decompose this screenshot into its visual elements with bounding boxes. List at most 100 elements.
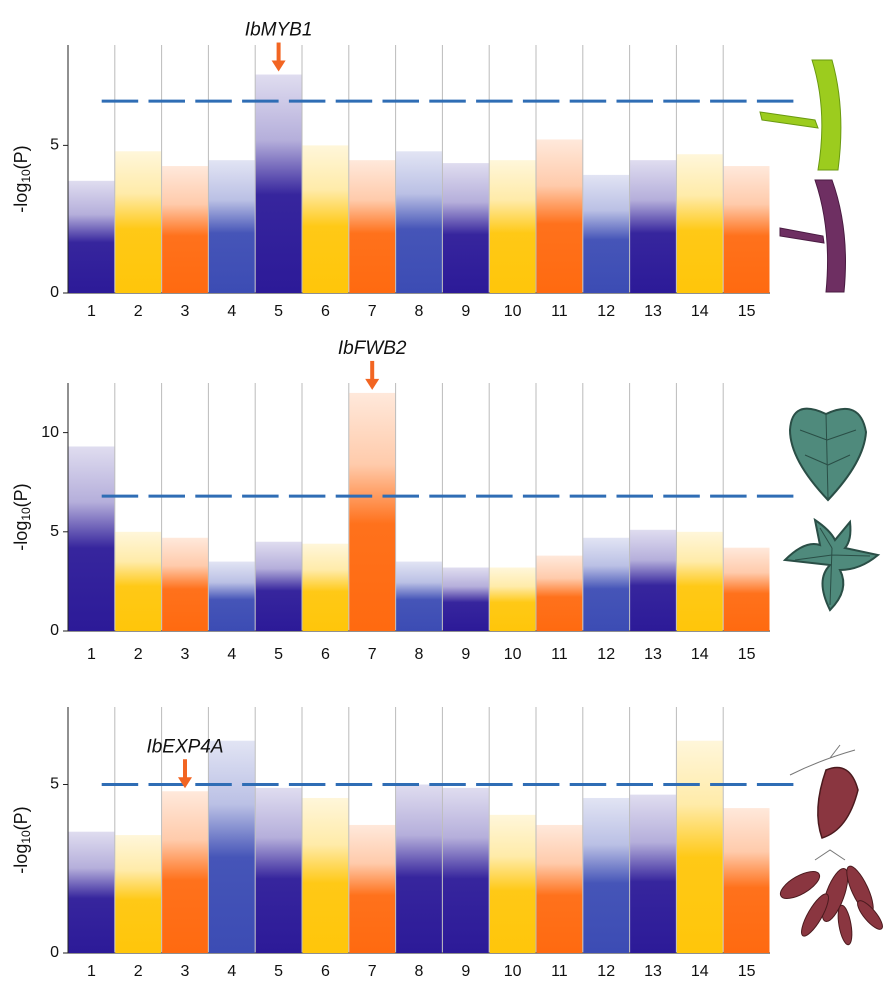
y-tick-label: 5	[50, 523, 59, 540]
chromosome-signal	[162, 537, 208, 631]
chromosome-signal	[255, 787, 302, 953]
x-tick-label: 2	[134, 963, 143, 980]
x-tick-label: 2	[134, 646, 143, 663]
y-label-part: 10	[19, 830, 33, 844]
stem-purple	[779, 179, 846, 293]
x-tick-label: 11	[551, 963, 568, 980]
chromosome-signal	[489, 567, 536, 631]
chromosome-signal	[630, 160, 676, 293]
annotation-arrow-head	[271, 60, 286, 72]
x-tick-label: 10	[504, 963, 522, 980]
chromosome-signal	[536, 139, 583, 293]
y-label-part: -log	[11, 844, 31, 874]
chromosome-signal	[208, 160, 255, 293]
y-axis-label: -log10(P)	[11, 145, 33, 212]
chromosome-signal	[115, 531, 162, 631]
x-tick-label: 15	[738, 303, 756, 320]
x-tick-label: 6	[321, 303, 330, 320]
y-axis-label: -log10(P)	[11, 483, 33, 550]
y-tick-label: 5	[50, 137, 59, 154]
x-tick-label: 9	[461, 303, 470, 320]
y-label-part: (P)	[11, 483, 31, 507]
chromosome-signal	[208, 740, 255, 953]
y-label-part: (P)	[11, 806, 31, 830]
x-tick-label: 13	[644, 963, 662, 980]
chromosome-signal	[115, 835, 162, 953]
y-axis-label: -log10(P)	[11, 806, 33, 873]
chromosome-signal	[302, 797, 349, 953]
chromosome-signal	[162, 791, 208, 953]
annotation-arrow-head	[365, 378, 380, 390]
leaf-heart	[788, 407, 868, 502]
chromosome-signal	[676, 154, 723, 293]
y-label-part: 10	[19, 169, 33, 183]
chromosome-signal	[442, 787, 489, 953]
chromosome-signal	[583, 537, 630, 631]
x-tick-label: 8	[415, 646, 424, 663]
x-tick-label: 5	[274, 963, 283, 980]
x-tick-label: 4	[227, 963, 236, 980]
y-label-part: -log	[11, 183, 31, 213]
y-tick-label: 0	[50, 944, 59, 961]
chromosome-signal	[208, 561, 255, 631]
x-tick-label: 12	[597, 303, 615, 320]
chromosome-signal	[536, 824, 583, 953]
x-tick-label: 1	[87, 303, 96, 320]
x-tick-label: 13	[644, 646, 662, 663]
chromosome-signal	[676, 531, 723, 631]
chromosome-signal	[68, 831, 115, 953]
chromosome-signal	[583, 797, 630, 953]
chromosome-signal	[396, 151, 442, 293]
x-tick-label: 12	[597, 963, 615, 980]
annotation-label: IbMYB1	[245, 20, 313, 41]
x-tick-label: 7	[368, 303, 377, 320]
x-tick-label: 2	[134, 303, 143, 320]
x-tick-label: 5	[274, 303, 283, 320]
chromosome-signal	[489, 160, 536, 293]
x-tick-label: 4	[227, 646, 236, 663]
y-tick-label: 0	[50, 622, 59, 639]
chromosome-signal	[723, 808, 770, 953]
x-tick-label: 8	[415, 963, 424, 980]
x-tick-label: 5	[274, 646, 283, 663]
x-tick-label: 14	[691, 646, 709, 663]
root-single	[789, 744, 859, 839]
chromosome-signal	[349, 824, 396, 953]
chromosome-signal	[396, 561, 442, 631]
root-cluster	[779, 849, 883, 946]
x-tick-label: 3	[181, 646, 190, 663]
annotation-arrow-head	[178, 777, 192, 789]
chromosome-signal	[349, 392, 396, 631]
chromosome-signal	[723, 166, 770, 293]
chromosome-signal	[68, 180, 115, 293]
x-tick-label: 14	[691, 303, 709, 320]
chromosome-signal	[255, 74, 302, 294]
chromosome-signal	[630, 794, 676, 953]
x-tick-label: 4	[227, 303, 236, 320]
chromosome-signal	[723, 547, 770, 631]
chromosome-signal	[349, 160, 396, 293]
y-label-part: 10	[19, 507, 33, 521]
chromosome-signal	[536, 555, 583, 631]
x-tick-label: 9	[461, 963, 470, 980]
x-tick-label: 12	[597, 646, 615, 663]
chromosome-signal	[489, 814, 536, 953]
stem-green	[759, 59, 842, 171]
x-tick-label: 8	[415, 303, 424, 320]
annotation-label: IbFWB2	[338, 338, 407, 359]
x-tick-label: 14	[691, 963, 709, 980]
y-tick-label: 0	[50, 284, 59, 301]
chromosome-signal	[302, 145, 349, 293]
x-tick-label: 7	[368, 963, 377, 980]
chromosome-signal	[68, 446, 115, 631]
chromosome-signal	[442, 163, 489, 293]
y-tick-label: 5	[50, 776, 59, 793]
x-tick-label: 11	[551, 646, 568, 663]
chromosome-signal	[162, 166, 208, 293]
x-tick-label: 3	[181, 963, 190, 980]
x-tick-label: 9	[461, 646, 470, 663]
y-label-part: (P)	[11, 145, 31, 169]
x-tick-label: 6	[321, 646, 330, 663]
